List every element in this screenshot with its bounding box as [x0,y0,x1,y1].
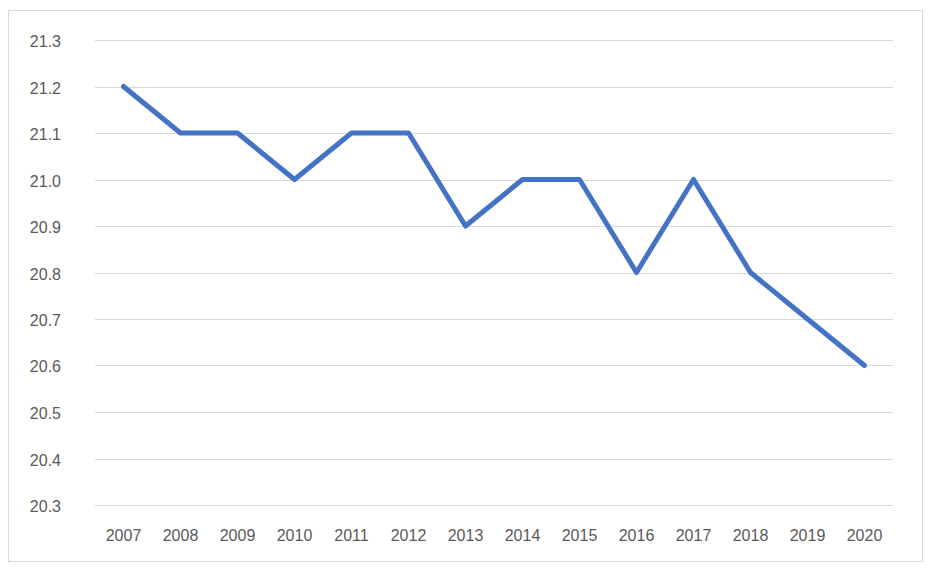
y-tick-label: 20.7 [30,312,61,329]
plot-area [124,87,865,366]
grid-line [95,273,893,274]
x-tick-label: 2013 [448,527,484,544]
grid-line [95,40,893,41]
y-tick-label: 21.0 [30,173,61,190]
x-tick-label: 2016 [619,527,655,544]
y-tick-label: 20.5 [30,405,61,422]
x-tick-label: 2019 [790,527,826,544]
x-tick-label: 2012 [391,527,427,544]
x-tick-label: 2008 [163,527,199,544]
x-tick-label: 2017 [676,527,712,544]
grid-line [95,505,893,506]
x-tick-label: 2007 [106,527,142,544]
grid-line [95,319,893,320]
grid-line [95,226,893,227]
x-tick-label: 2020 [847,527,883,544]
x-tick-label: 2010 [277,527,313,544]
chart-container: 20.3 20.4 20.5 20.6 20.7 20.8 20.9 21.0 21.1 21.2… [0,0,934,572]
x-tick-label: 2014 [505,527,541,544]
y-tick-label: 21.2 [30,80,61,97]
chart-frame [9,11,923,562]
grid-line [95,180,893,181]
grid-line [95,459,893,460]
x-tick-label: 2018 [733,527,769,544]
data-line [124,87,865,366]
y-tick-label: 21.1 [30,126,61,143]
y-tick-label: 20.4 [30,452,61,469]
y-tick-label: 21.3 [30,33,61,50]
y-tick-label: 20.6 [30,358,61,375]
grid-line [95,412,893,413]
grid-line [95,365,893,366]
grid-line [95,87,893,88]
y-tick-label: 20.9 [30,219,61,236]
x-tick-label: 2015 [562,527,598,544]
x-tick-label: 2011 [334,527,369,544]
chart-svg: 20.3 20.4 20.5 20.6 20.7 20.8 20.9 21.0 21.1 21.2… [0,0,934,572]
y-tick-label: 20.8 [30,266,61,283]
x-tick-label: 2009 [220,527,256,544]
y-tick-label: 20.3 [30,498,61,515]
